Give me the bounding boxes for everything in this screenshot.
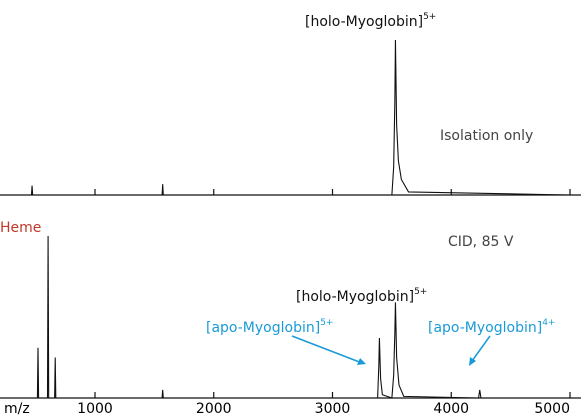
annotation-text: [apo-Myoglobin] <box>206 320 320 336</box>
annotation: CID, 85 V <box>448 234 514 250</box>
x-tick-label: 3000 <box>315 401 351 416</box>
x-tick-label: 4000 <box>433 401 469 416</box>
annotation-text: [apo-Myoglobin] <box>428 320 542 336</box>
annotation-sup: 5+ <box>414 287 427 297</box>
annotation-text: Isolation only <box>440 128 533 144</box>
spectrum <box>0 235 570 399</box>
x-axis-label: m/z <box>4 401 30 416</box>
arrow-head <box>357 358 366 365</box>
annotation-sup: 4+ <box>542 318 555 328</box>
arrow-head <box>469 357 476 366</box>
x-tick-label: 2000 <box>196 401 232 416</box>
arrow <box>291 335 363 364</box>
annotation: Heme <box>0 220 41 236</box>
annotation-text: [holo-Myoglobin] <box>305 14 423 30</box>
x-tick-label: 5000 <box>534 401 570 416</box>
spectrum <box>0 39 571 196</box>
annotation: [holo-Myoglobin]5+ <box>305 12 436 31</box>
arrow <box>471 335 491 362</box>
annotation-text: CID, 85 V <box>448 234 514 250</box>
annotation: [apo-Myoglobin]5+ <box>206 318 333 337</box>
annotation: Isolation only <box>440 128 533 144</box>
annotation-text: Heme <box>0 220 41 236</box>
annotation-sup: 5+ <box>320 318 333 328</box>
annotation: [holo-Myoglobin]5+ <box>296 287 427 306</box>
annotation-text: [holo-Myoglobin] <box>296 289 414 305</box>
annotation-sup: 5+ <box>423 12 436 22</box>
annotation: [apo-Myoglobin]4+ <box>428 318 555 337</box>
x-tick-label: 1000 <box>77 401 113 416</box>
